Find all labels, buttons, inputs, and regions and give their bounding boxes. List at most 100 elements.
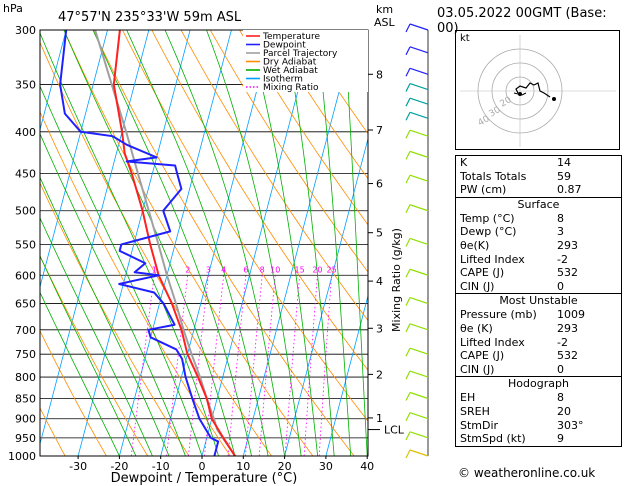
surface-value: 3: [557, 225, 564, 239]
wind-barb: [409, 174, 429, 182]
mixing-ratio-line: [258, 275, 276, 456]
dry-adiabat: [40, 330, 107, 456]
dry-adiabat: [40, 182, 190, 456]
wind-barb: [409, 111, 429, 119]
surface-row: Temp (°C) 8: [456, 212, 621, 226]
pressure-tick-label: 950: [15, 432, 36, 445]
wind-barb: [409, 431, 429, 439]
x-tick-label: 30: [319, 460, 333, 473]
mixing-ratio-line: [188, 275, 209, 456]
hodo-ring-20: 20: [499, 95, 514, 110]
x-tick-label: -20: [110, 460, 128, 473]
forecast-date: 03.05.2022 00GMT (Base: 00): [437, 6, 607, 36]
x-tick-label: 0: [199, 460, 206, 473]
unstable-label: Lifted Index: [460, 335, 525, 349]
km-tick-label: 4: [376, 275, 383, 288]
wind-barb-flag: [405, 238, 411, 247]
surface-value: 293: [557, 238, 578, 252]
pressure-tick-label: 600: [15, 269, 36, 282]
surface-label: Temp (°C): [460, 211, 515, 225]
pressure-tick-label: 700: [15, 324, 36, 337]
mixing-ratio-line: [166, 275, 189, 456]
wind-barb-flag: [405, 23, 411, 33]
dry-adiabat: [268, 30, 368, 180]
wet-adiabat: [344, 30, 368, 456]
hodograph-label: StmSpd (kt): [460, 432, 526, 446]
unstable-label: θe (K): [460, 321, 493, 335]
mixing-ratio-tick-label: 15: [294, 265, 304, 274]
index-label: PW (cm): [460, 183, 507, 197]
isotherm: [160, 30, 274, 456]
hodograph-value: 8: [557, 391, 564, 405]
surface-label: CIN (J): [460, 279, 495, 293]
mixing-ratio-tick-label: 4: [221, 265, 226, 274]
footer-credit: © weatheronline.co.uk: [458, 466, 596, 480]
hodo-unit: kt: [460, 33, 470, 44]
surface-row: Lifted Index -2: [456, 253, 621, 267]
surface-section: Surface Temp (°C) 8 Dewp (°C) 3 θe(K) 293 Lifte…: [456, 196, 621, 294]
surface-value: 532: [557, 266, 578, 280]
wind-barb: [409, 268, 429, 276]
mixing-ratio-line: [204, 275, 225, 456]
index-label: K: [460, 156, 468, 169]
wind-barb-flag: [405, 97, 411, 107]
hodo-ring-40: 40: [477, 114, 492, 129]
surface-row: CIN (J) 0: [456, 280, 621, 294]
x-axis-label: Dewpoint / Temperature (°C): [111, 471, 298, 486]
hodograph-section: Hodograph EH 8 SREH 20 StmDir 303° StmSpd (kt) 9: [456, 376, 621, 445]
x-tick-label: 10: [236, 460, 250, 473]
mixing-ratio-tick-label: 1: [152, 265, 157, 274]
surface-row: Dewp (°C) 3: [456, 225, 621, 239]
wind-barb-flag: [405, 323, 411, 333]
pressure-tick-label: 450: [15, 167, 36, 180]
hodograph-value: 9: [557, 432, 564, 446]
legend-entry: Parcel Trajectory: [263, 49, 338, 59]
index-value: 0.87: [557, 183, 582, 197]
isotherm: [77, 30, 191, 456]
wind-barb: [409, 323, 429, 331]
location-title: 47°57'N 235°33'W 59m ASL: [58, 10, 242, 25]
hpa-unit: hPa: [3, 2, 23, 15]
wet-adiabat: [40, 132, 186, 456]
hodograph-row: StmDir 303°: [456, 419, 621, 433]
unstable-value: -2: [557, 335, 568, 349]
hodograph-value: 20: [557, 404, 571, 418]
wind-barb-flag: [405, 174, 411, 184]
pressure-tick-label: 650: [15, 298, 36, 311]
pressure-tick-label: 1000: [8, 450, 36, 463]
index-value: 59: [557, 169, 571, 183]
surface-label: Dewp (°C): [460, 225, 517, 239]
hodograph-label: StmDir: [460, 418, 499, 432]
hodograph-value: 303°: [557, 418, 584, 432]
wet-adiabat: [40, 176, 170, 456]
hodograph-storm-motion: [513, 92, 527, 96]
hodograph-row: SREH 20: [456, 405, 621, 419]
wind-barb: [409, 370, 429, 378]
unstable-row: CAPE (J) 532: [456, 349, 621, 363]
wind-barb-flag: [405, 83, 411, 92]
wet-adiabat: [247, 30, 319, 456]
mixing-ratio-line: [284, 275, 300, 456]
wind-barb-flag: [405, 151, 411, 160]
hodograph-end-dot: [552, 97, 556, 101]
dry-adiabat: [209, 30, 368, 273]
index-value: 14: [557, 156, 571, 169]
wind-barb: [409, 150, 429, 158]
isotherm: [284, 137, 368, 456]
dry-adiabat: [239, 30, 368, 226]
surface-row: CAPE (J) 532: [456, 266, 621, 280]
wind-barb-flag: [405, 370, 411, 380]
pressure-tick-label: 350: [15, 79, 36, 92]
mixing-ratio-line: [245, 275, 263, 456]
x-tick-label: -10: [152, 460, 170, 473]
legend-entry: Temperature: [262, 32, 320, 42]
pressure-tick-label: 850: [15, 392, 36, 405]
pressure-tick-label: 750: [15, 348, 36, 361]
mixing-ratio-line: [303, 275, 318, 456]
isotherm: [325, 294, 368, 456]
dry-adiabat: [180, 30, 368, 322]
legend-entry: Dewpoint: [263, 41, 306, 51]
index-row: Totals Totals 59: [456, 170, 621, 184]
km-tick-label: 3: [376, 322, 383, 335]
